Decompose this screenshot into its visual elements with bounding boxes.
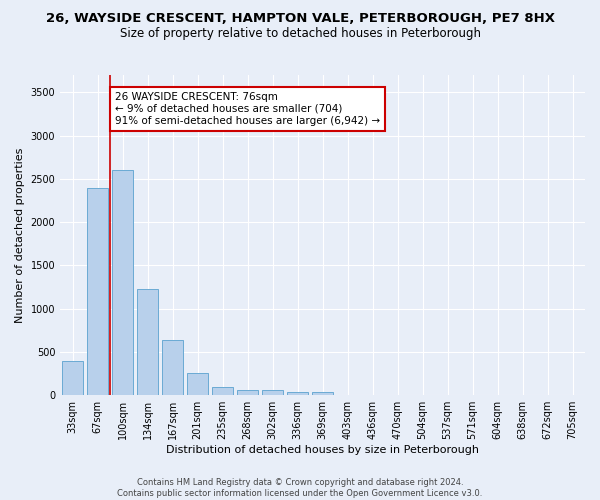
Text: Size of property relative to detached houses in Peterborough: Size of property relative to detached ho… — [119, 28, 481, 40]
Text: Contains HM Land Registry data © Crown copyright and database right 2024.
Contai: Contains HM Land Registry data © Crown c… — [118, 478, 482, 498]
Y-axis label: Number of detached properties: Number of detached properties — [15, 148, 25, 323]
Bar — [287, 392, 308, 395]
Bar — [87, 188, 108, 395]
Bar — [212, 387, 233, 395]
Bar — [162, 340, 183, 395]
Bar — [262, 390, 283, 395]
Bar — [137, 289, 158, 395]
X-axis label: Distribution of detached houses by size in Peterborough: Distribution of detached houses by size … — [166, 445, 479, 455]
Bar — [62, 362, 83, 395]
Bar — [312, 392, 333, 395]
Bar — [237, 390, 258, 395]
Text: 26 WAYSIDE CRESCENT: 76sqm
← 9% of detached houses are smaller (704)
91% of semi: 26 WAYSIDE CRESCENT: 76sqm ← 9% of detac… — [115, 92, 380, 126]
Bar — [187, 373, 208, 395]
Bar — [112, 170, 133, 395]
Text: 26, WAYSIDE CRESCENT, HAMPTON VALE, PETERBOROUGH, PE7 8HX: 26, WAYSIDE CRESCENT, HAMPTON VALE, PETE… — [46, 12, 554, 26]
